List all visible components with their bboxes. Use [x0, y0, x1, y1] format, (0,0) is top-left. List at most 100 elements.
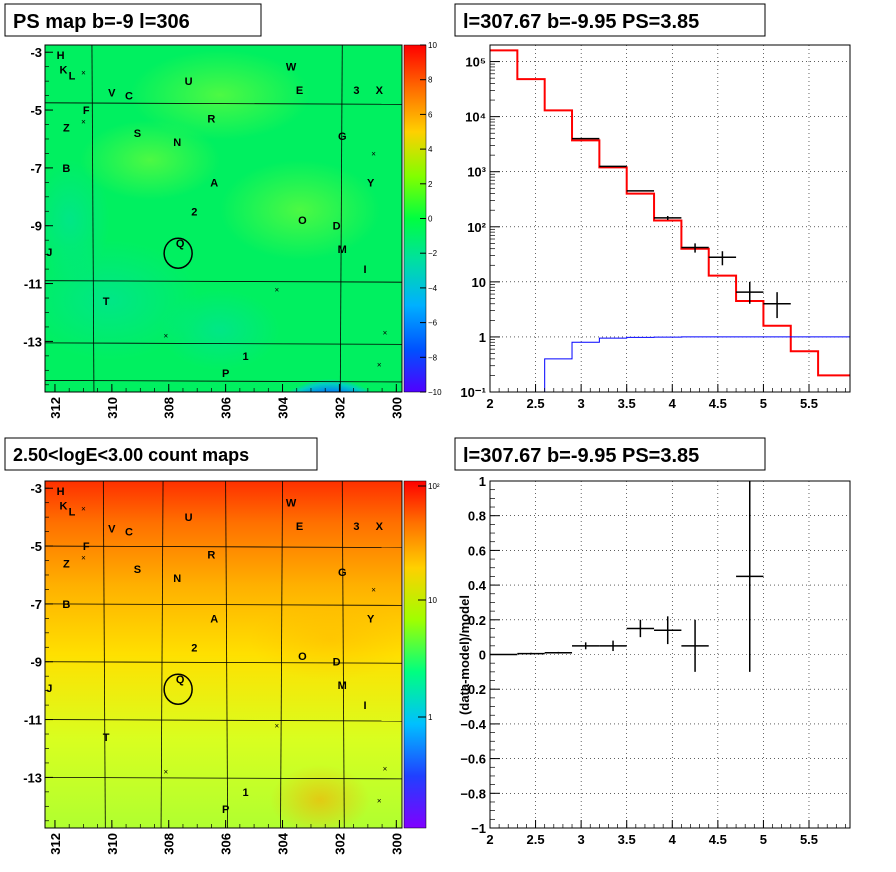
colorbar-tick-label: 0	[428, 215, 433, 224]
source-label: J	[46, 683, 52, 695]
x-tick-label: 300	[389, 397, 404, 419]
source-label: N	[173, 573, 181, 585]
x-tick-label: 2	[486, 396, 493, 411]
count-map-title-box	[4, 437, 318, 471]
source-label: U	[185, 76, 193, 88]
x-tick-label: 304	[276, 396, 291, 418]
residual-y-axis-label: (data-model)/model	[457, 595, 472, 715]
y-tick-label: 10³	[467, 165, 486, 180]
source-label: Z	[63, 558, 70, 570]
source-cross: ×	[81, 68, 86, 77]
source-label: K	[60, 65, 68, 77]
source-label: E	[296, 521, 303, 533]
count-map-frame	[44, 480, 403, 829]
grid-line-lon	[102, 480, 106, 829]
grid-line-lon	[341, 480, 345, 829]
source-label: G	[338, 131, 347, 143]
y-tick-label: 10⁴	[465, 110, 486, 125]
x-tick-label: 302	[332, 397, 347, 419]
grid-line-lat	[44, 603, 403, 606]
grid-line-lat	[44, 776, 403, 780]
x-tick-label: 5.5	[800, 396, 818, 411]
spectrum-frame	[489, 44, 851, 393]
ps-map-frame	[44, 44, 403, 393]
source-label: K	[60, 501, 68, 513]
source-label: P	[222, 368, 229, 380]
source-label: I	[363, 264, 366, 276]
source-label: H	[57, 486, 65, 498]
colorbar-tick-label: −6	[428, 319, 438, 328]
spectrum-title-box	[454, 3, 766, 37]
source-label: S	[134, 128, 141, 140]
source-cross: ×	[164, 332, 169, 341]
y-tick-label: 10⁻¹	[460, 385, 486, 400]
y-tick-label: -13	[23, 334, 42, 349]
spectrum-axes: 2 2.5 3 3.5 4 4.5 5 5.5 10⁻¹ 1 10 10² 10³ 10⁴ 10⁵	[460, 55, 846, 411]
x-tick-label: 3	[578, 396, 585, 411]
source-label: R	[207, 114, 215, 126]
source-label: C	[125, 527, 133, 539]
x-tick-label: 300	[389, 833, 404, 855]
ps-map-panel: PS map b=-9 l=306 HK L W U V C E 3 X F R Z S N G B A Y 2 O D…	[4, 3, 442, 419]
colorbar-tick-label: 2	[428, 180, 433, 189]
y-tick-label: 1	[479, 474, 486, 489]
source-label: A	[210, 613, 218, 625]
source-cross: ×	[81, 554, 86, 563]
x-tick-label: 308	[162, 397, 177, 419]
count-map-colorbar	[403, 480, 427, 829]
source-label: Y	[367, 177, 375, 189]
grid-line-lon	[160, 480, 164, 829]
ps-circle	[163, 673, 193, 705]
y-tick-label: -3	[30, 45, 42, 60]
x-tick-label: 3	[578, 832, 585, 847]
ps-map-title-box	[4, 3, 262, 37]
y-tick-label: -5	[30, 103, 42, 118]
x-tick-label: 306	[219, 833, 234, 855]
y-tick-label: -13	[23, 770, 42, 785]
y-tick-label: -9	[30, 219, 42, 234]
colorbar-tick-label: −4	[428, 284, 438, 293]
residual-title-box	[454, 437, 766, 471]
source-label: T	[103, 732, 110, 744]
source-label: L	[69, 506, 76, 518]
residual-plot-area	[490, 481, 764, 672]
source-cross: ×	[377, 361, 382, 370]
grid-line-lat	[44, 280, 403, 283]
source-label: Z	[63, 122, 70, 134]
x-tick-label: 4.5	[709, 396, 727, 411]
source-label: H	[57, 50, 65, 62]
ps-map-axes: 312 310 308 306 304 302 300-3-5-7-9-11-13	[23, 45, 404, 418]
source-label: T	[103, 296, 110, 308]
source-label: 1	[242, 351, 248, 363]
x-tick-label: 5	[760, 396, 767, 411]
source-label: I	[363, 700, 366, 712]
x-tick-label: 312	[48, 833, 63, 855]
source-cross: ×	[81, 504, 86, 513]
x-tick-label: 2.5	[527, 832, 545, 847]
y-tick-label: 10²	[467, 220, 486, 235]
source-label: P	[222, 804, 229, 816]
colorbar-tick-label: 1	[428, 713, 433, 722]
source-label: B	[62, 163, 70, 175]
x-tick-label: 302	[332, 833, 347, 855]
spectrum-title: l=307.67 b=-9.95 PS=3.85	[463, 11, 699, 33]
x-tick-label: 310	[105, 397, 120, 419]
grid-line-lat	[44, 102, 403, 105]
y-tick-label: -11	[24, 277, 42, 292]
y-tick-label: 10⁵	[465, 55, 486, 70]
source-label: F	[83, 541, 90, 553]
y-tick-label: −0.4	[460, 717, 486, 732]
source-cross: ×	[383, 765, 388, 774]
spectrum-panel: l=307.67 b=-9.95 PS=3.85 2 2.5 3 3.5 4 4.5 5 5.…	[454, 3, 851, 411]
source-cross: ×	[81, 118, 86, 127]
y-tick-label: -5	[30, 539, 42, 554]
source-label: Q	[176, 238, 185, 250]
x-tick-label: 304	[276, 832, 291, 854]
x-tick-label: 306	[219, 397, 234, 419]
y-tick-label: 10	[472, 275, 486, 290]
source-label: L	[69, 70, 76, 82]
x-tick-label: 2	[486, 832, 493, 847]
colorbar-tick-label: 8	[428, 76, 433, 85]
source-label: O	[298, 651, 307, 663]
source-cross: ×	[275, 285, 280, 294]
